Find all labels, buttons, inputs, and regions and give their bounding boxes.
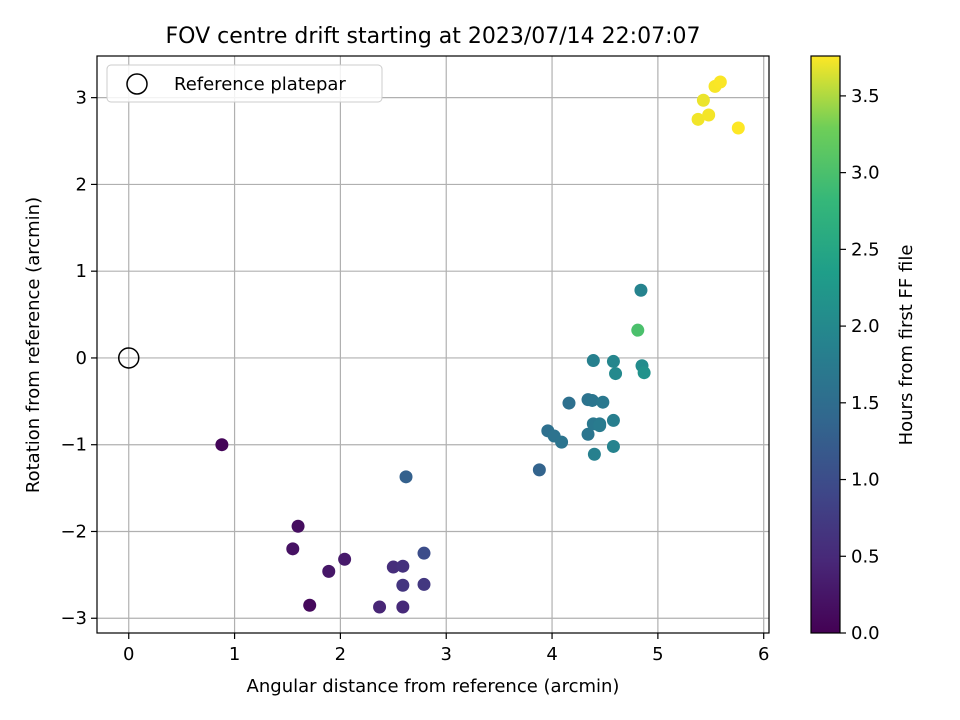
data-point xyxy=(303,598,317,612)
x-tick-label: 5 xyxy=(652,644,663,665)
y-tick-label: −2 xyxy=(60,521,87,542)
x-tick-label: 2 xyxy=(335,644,346,665)
x-tick-label: 6 xyxy=(758,644,769,665)
colorbar-frame xyxy=(810,55,841,634)
data-point xyxy=(731,121,745,135)
data-point xyxy=(586,354,600,368)
colorbar-tick-label: 0.5 xyxy=(851,546,880,567)
data-point xyxy=(606,439,620,453)
data-point xyxy=(373,600,387,614)
data-point xyxy=(286,542,300,556)
data-point xyxy=(637,366,651,380)
data-point xyxy=(585,393,599,407)
x-axis-ticks: 0 1 2 3 4 5 6 xyxy=(123,633,769,665)
y-tick-label: −3 xyxy=(60,608,87,629)
data-point xyxy=(291,519,305,533)
colorbar-tick-label: 3.0 xyxy=(851,163,880,184)
data-point xyxy=(532,463,546,477)
colorbar-tick-label: 2.5 xyxy=(851,239,880,260)
data-point xyxy=(596,395,610,409)
colorbar-tick-label: 1.5 xyxy=(851,393,880,414)
chart-title: FOV centre drift starting at 2023/07/14 … xyxy=(166,24,701,49)
data-point xyxy=(696,93,710,107)
reference-platepar-marker xyxy=(117,347,140,369)
data-point xyxy=(396,559,410,573)
y-axis-ticks: −3 −2 −1 0 1 2 3 xyxy=(60,88,97,629)
data-point xyxy=(555,435,569,449)
data-point xyxy=(396,600,410,614)
data-point xyxy=(386,560,400,574)
x-tick-label: 4 xyxy=(546,644,557,665)
data-point xyxy=(702,108,716,122)
y-axis-label: Rotation from reference (arcmin) xyxy=(23,197,44,493)
grid-lines xyxy=(97,56,769,633)
data-point xyxy=(593,419,607,433)
data-point xyxy=(631,323,645,337)
data-points xyxy=(117,75,745,614)
colorbar-gradient xyxy=(811,56,840,633)
data-point xyxy=(399,470,413,484)
y-tick-label: 1 xyxy=(76,261,87,282)
data-point xyxy=(581,427,595,441)
colorbar-tick-label: 0.0 xyxy=(851,623,880,644)
data-point xyxy=(396,578,410,592)
data-point xyxy=(713,75,727,89)
legend-marker-reference xyxy=(126,73,148,95)
colorbar-label: Hours from first FF file xyxy=(896,245,917,446)
y-tick-label: 3 xyxy=(76,88,87,109)
y-tick-label: 0 xyxy=(76,348,87,369)
data-point xyxy=(634,283,648,297)
colorbar: 0.0 0.5 1.0 1.5 2.0 2.5 3.0 3.5 Hours from firs… xyxy=(810,55,917,644)
data-point xyxy=(691,112,705,126)
data-point xyxy=(609,367,623,381)
plot-frame xyxy=(96,55,770,634)
legend-box xyxy=(106,64,383,103)
y-tick-label: −1 xyxy=(60,435,87,456)
data-point xyxy=(562,396,576,410)
data-point xyxy=(322,564,336,578)
data-point xyxy=(587,447,601,461)
legend-label-reference: Reference platepar xyxy=(174,74,346,95)
x-tick-label: 0 xyxy=(123,644,134,665)
x-tick-label: 1 xyxy=(229,644,240,665)
data-point xyxy=(606,413,620,427)
colorbar-ticks: 0.0 0.5 1.0 1.5 2.0 2.5 3.0 3.5 xyxy=(840,86,880,644)
data-point xyxy=(606,354,620,368)
data-point xyxy=(338,552,352,566)
colorbar-tick-label: 2.0 xyxy=(851,316,880,337)
data-point xyxy=(215,438,229,452)
colorbar-tick-label: 1.0 xyxy=(851,470,880,491)
y-tick-label: 2 xyxy=(76,174,87,195)
legend: Reference platepar xyxy=(106,64,383,103)
data-point xyxy=(417,546,431,560)
x-axis-label: Angular distance from reference (arcmin) xyxy=(247,676,620,697)
x-tick-label: 3 xyxy=(441,644,452,665)
data-point xyxy=(417,577,431,591)
colorbar-tick-label: 3.5 xyxy=(851,86,880,107)
